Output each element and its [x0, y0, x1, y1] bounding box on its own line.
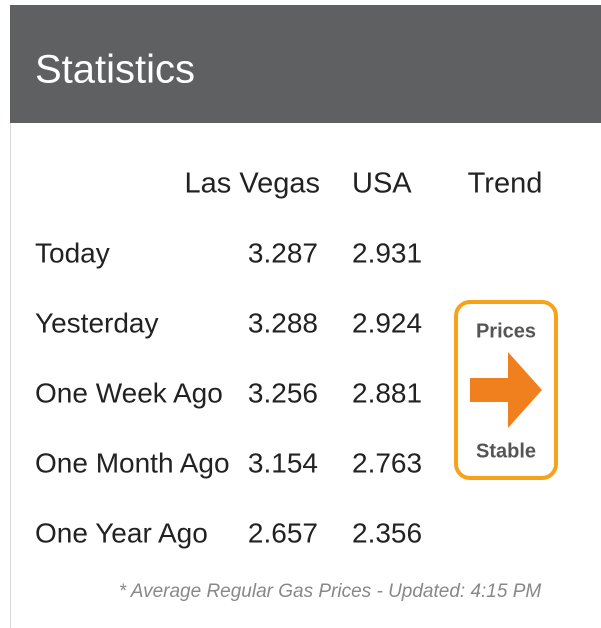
- column-header: Las Vegas: [185, 168, 320, 200]
- badge-bottom-text: Stable: [476, 440, 536, 462]
- price-cell: 3.154: [248, 447, 318, 478]
- trend-arrow: [470, 352, 542, 428]
- header-title: Statistics: [35, 48, 195, 92]
- price-cell: 2.881: [352, 377, 422, 408]
- price-cell: 2.657: [248, 517, 318, 548]
- price-cell: 3.288: [248, 307, 318, 338]
- footnote: * Average Regular Gas Prices - Updated: …: [119, 581, 542, 602]
- row-label: One Week Ago: [35, 377, 223, 408]
- row-label: Today: [35, 237, 110, 268]
- price-cell: 2.931: [352, 237, 422, 268]
- price-cell: 3.256: [248, 377, 318, 408]
- row-label: One Month Ago: [35, 447, 230, 478]
- price-cell: 2.763: [352, 447, 422, 478]
- header-bar: [10, 5, 601, 123]
- price-cell: 2.356: [352, 517, 422, 548]
- price-cell: 3.287: [248, 237, 318, 268]
- column-header: USA: [352, 168, 412, 200]
- row-label: One Year Ago: [35, 517, 208, 548]
- badge-top-text: Prices: [476, 320, 536, 342]
- price-cell: 2.924: [352, 307, 422, 338]
- row-label: Yesterday: [35, 307, 159, 338]
- trend-badge: Prices Stable: [454, 300, 558, 480]
- column-header: Trend: [468, 168, 543, 200]
